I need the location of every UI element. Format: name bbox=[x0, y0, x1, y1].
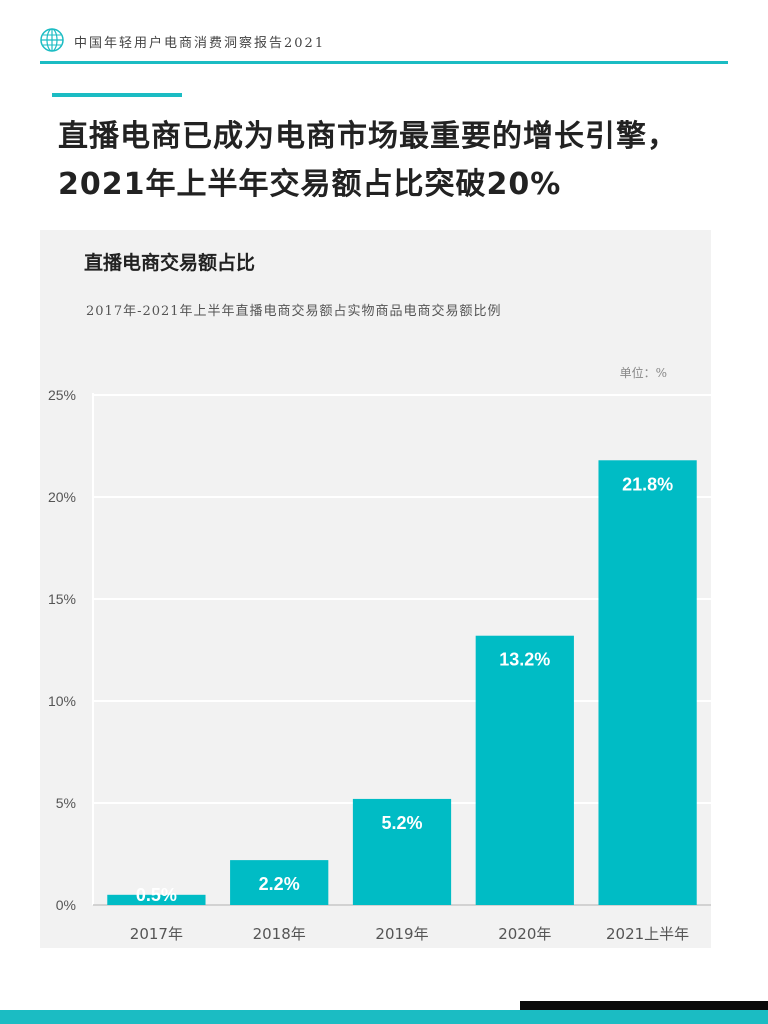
headline-line-1: 直播电商已成为电商市场最重要的增长引擎， bbox=[58, 119, 678, 154]
y-tick-label: 15% bbox=[48, 591, 76, 607]
y-tick-label: 5% bbox=[56, 795, 76, 811]
data-label: 5.2% bbox=[381, 813, 422, 833]
data-label: 13.2% bbox=[499, 650, 550, 670]
x-tick-label: 2018年 bbox=[253, 925, 306, 943]
bar bbox=[352, 798, 452, 905]
y-tick-label: 25% bbox=[48, 387, 76, 403]
header-divider bbox=[40, 61, 728, 64]
chart-unit-label: 单位：% bbox=[619, 366, 667, 380]
page-headline: 直播电商已成为电商市场最重要的增长引擎， 2021年上半年交易额占比突破20% bbox=[58, 113, 748, 209]
bar bbox=[598, 460, 697, 905]
bar bbox=[475, 635, 574, 905]
x-tick-label: 2021上半年 bbox=[606, 925, 689, 943]
y-tick-label: 0% bbox=[56, 897, 76, 913]
headline-line-2: 2021年上半年交易额占比突破20% bbox=[58, 167, 562, 202]
footer-teal-bar bbox=[0, 1010, 768, 1024]
bar bbox=[230, 860, 329, 905]
globe-icon bbox=[40, 28, 64, 52]
x-tick-label: 2020年 bbox=[498, 925, 551, 943]
report-header: 中国年轻用户电商消费洞察报告2021 bbox=[40, 26, 728, 64]
data-label: 0.5% bbox=[136, 885, 177, 905]
report-title: 中国年轻用户电商消费洞察报告2021 bbox=[74, 36, 326, 51]
bar-chart: 0% 5% 10% 15% 20% 25% 0.5% 2017年 2.2% 2018年 5.2% 20… bbox=[48, 387, 711, 943]
y-tick-label: 10% bbox=[48, 693, 76, 709]
data-label: 21.8% bbox=[622, 474, 673, 494]
x-tick-label: 2019年 bbox=[375, 925, 428, 943]
data-label: 2.2% bbox=[259, 874, 300, 894]
chart-title: 直播电商交易额占比 bbox=[84, 252, 256, 274]
bar bbox=[107, 894, 206, 905]
x-tick-label: 2017年 bbox=[130, 925, 183, 943]
chart-subtitle: 2017年-2021年上半年直播电商交易额占实物商品电商交易额比例 bbox=[86, 304, 502, 319]
y-tick-label: 20% bbox=[48, 489, 76, 505]
chart-panel: 直播电商交易额占比 2017年-2021年上半年直播电商交易额占实物商品电商交易… bbox=[40, 230, 711, 948]
footer-black-bar bbox=[520, 1001, 768, 1010]
headline-accent-bar bbox=[52, 93, 182, 97]
